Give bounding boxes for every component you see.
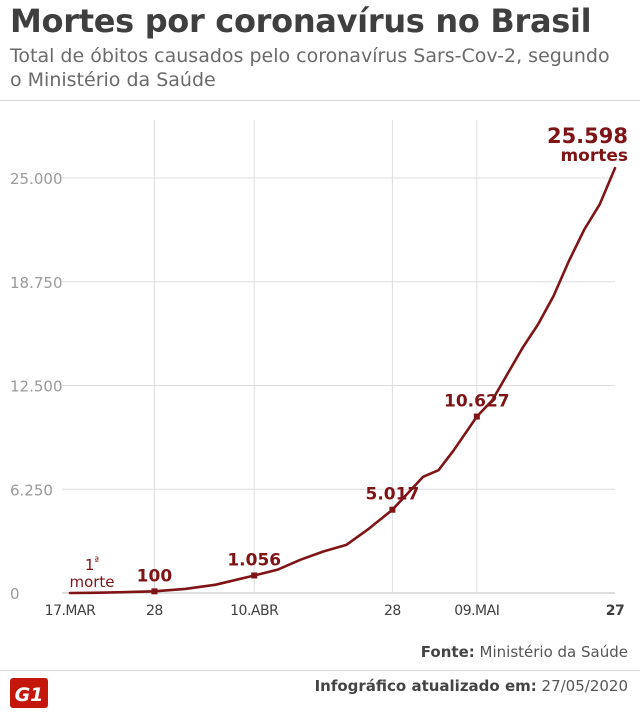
g1-logo-background [10,678,48,708]
annotation-marker-4 [473,413,480,420]
x-tick-label-4: 09.MAI [454,603,499,619]
annotation-first-death-line2: morte [69,573,114,591]
y-tick-label-4: 25.000 [10,170,63,188]
annotation-label-2: 1.056 [227,550,281,570]
y-axis-ticks: 0 6.250 12.500 18.750 25.000 [10,170,63,603]
y-tick-label-3: 18.750 [10,274,63,292]
annotation-label-3: 5.017 [366,485,420,505]
annotation-label-4: 10.627 [444,392,510,412]
series [68,166,617,595]
gridlines [62,177,615,594]
header-divider [0,100,640,101]
x-tick-label-3: 28 [384,603,401,619]
annotation-first-death-ordinal: ª [94,556,99,567]
x-tick-label-2: 10.ABR [230,603,279,619]
deaths-line [68,166,617,595]
annotation-first-death-line1: 1ª [85,556,100,574]
x-axis-ticks: 17.MAR 28 10.ABR 28 09.MAI 27 [45,603,625,619]
source-label: Fonte: [420,643,475,661]
x-tick-label-5: 27 [606,603,624,619]
x-tick-label-0: 17.MAR [45,603,96,619]
y-tick-label-2: 12.500 [10,378,63,396]
source-value: Ministério da Saúde [479,643,628,661]
annotation-label-5: 25.598 [547,124,628,148]
updated-note: Infográfico atualizado em: 27/05/2020 [315,677,628,695]
marker-lines [153,120,478,593]
g1-logo: G1 [10,678,48,708]
annotation-sublabel-5: mortes [560,146,628,166]
updated-value: 27/05/2020 [541,677,628,695]
source-note: Fonte: Ministério da Saúde [421,643,628,661]
x-tick-label-1: 28 [146,603,163,619]
annotation-marker-2 [251,572,258,579]
page-title: Mortes por coronavírus no Brasil [10,2,592,40]
annotation-label-1: 100 [137,566,173,586]
annotation-marker-1 [151,588,158,595]
page-subtitle: Total de óbitos causados pelo coronavíru… [10,45,610,91]
updated-label: Infográfico atualizado em: [314,677,537,695]
footer-divider [0,670,640,671]
y-tick-label-1: 6.250 [10,481,53,499]
deaths-line-chart: 0 6.250 12.500 18.750 25.000 17.MAR 28 10.ABR 2… [10,120,628,619]
y-tick-label-0: 0 [10,585,20,603]
annotation-marker-3 [389,506,396,513]
g1-logo-text: G1 [15,684,44,706]
